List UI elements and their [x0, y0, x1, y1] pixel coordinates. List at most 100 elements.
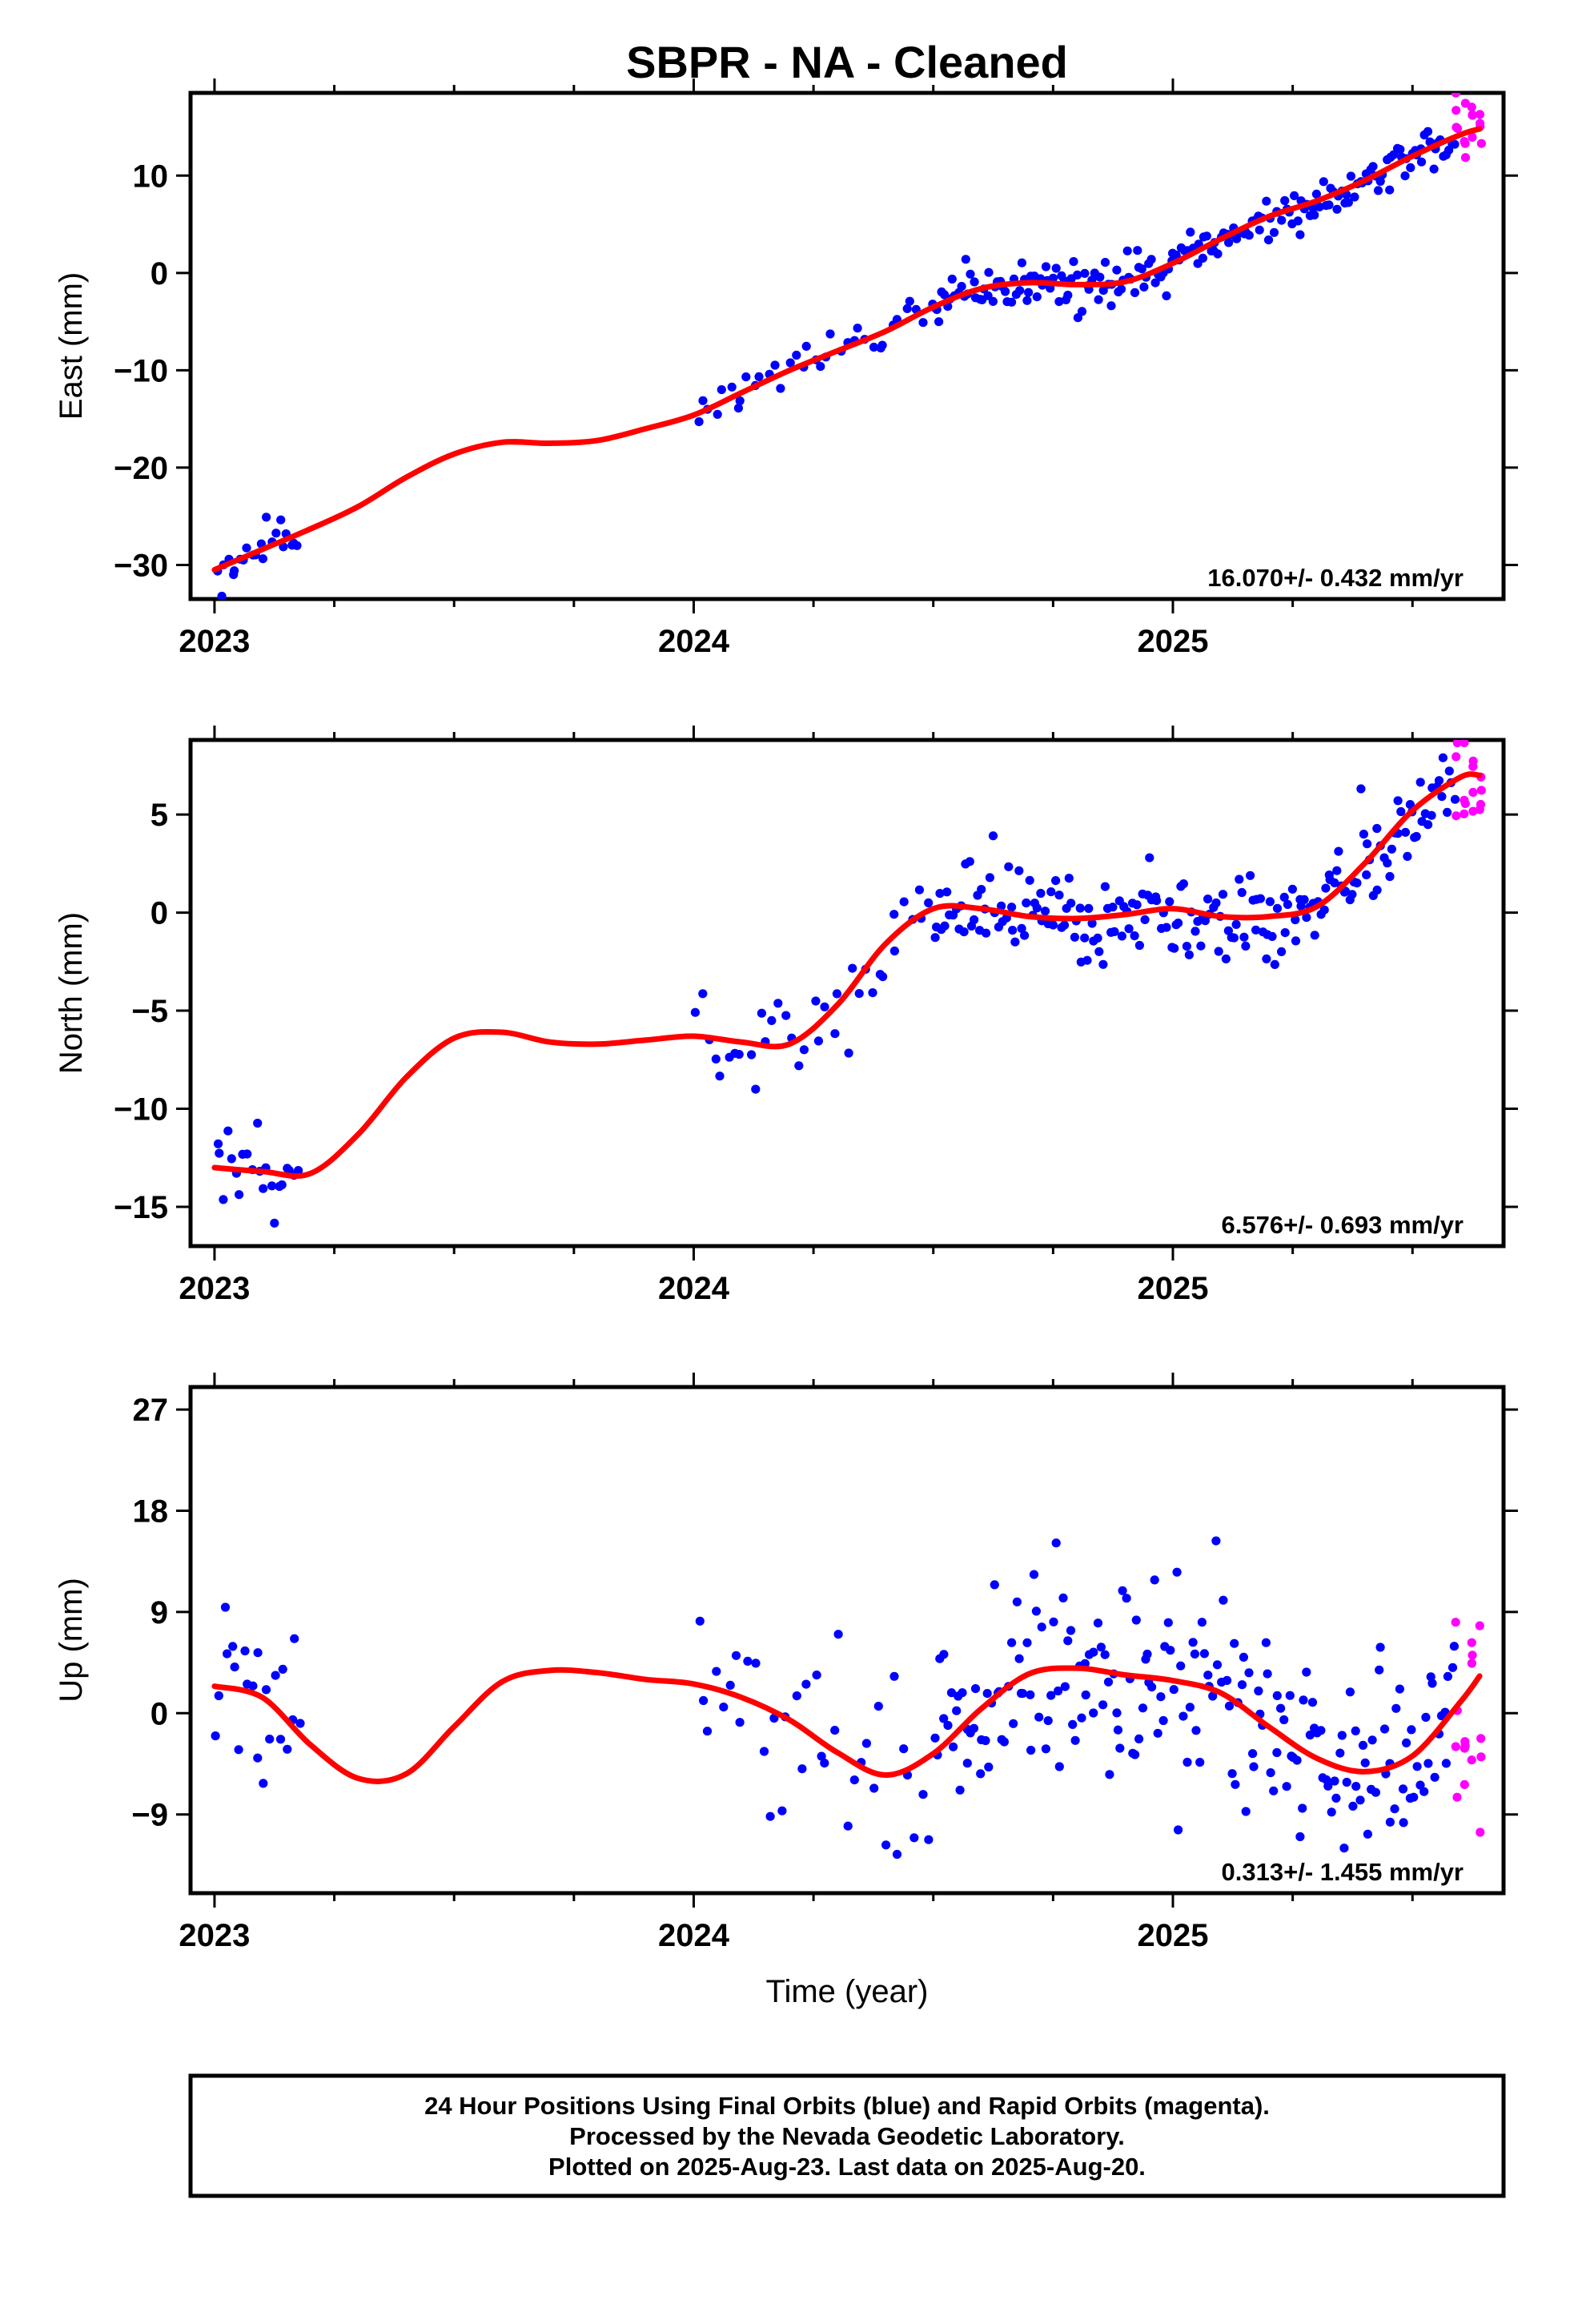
final-orbit-point [248, 1681, 258, 1691]
final-orbit-point [690, 1007, 701, 1017]
final-orbit-point [1064, 874, 1074, 883]
final-orbit-point [1223, 1675, 1232, 1685]
rapid-orbit-point [1451, 1742, 1460, 1751]
final-orbit-point [1295, 230, 1305, 239]
final-orbit-point [820, 1002, 829, 1011]
final-orbit-point [717, 385, 726, 395]
final-orbit-point [713, 409, 722, 419]
final-orbit-point [1292, 1755, 1302, 1765]
final-orbit-point [295, 1719, 305, 1728]
final-orbit-point [1172, 1567, 1182, 1577]
final-orbit-point [1263, 1669, 1272, 1679]
final-orbit-point [1214, 947, 1223, 956]
final-orbit-point [1351, 1782, 1361, 1791]
final-orbit-point [278, 1664, 287, 1674]
final-orbit-point [1108, 903, 1118, 912]
final-orbit-point [1212, 1660, 1223, 1670]
final-orbit-point [868, 988, 877, 998]
final-orbit-point [277, 1180, 287, 1190]
y-tick-label: −5 [131, 994, 168, 1029]
final-orbit-point [1391, 1703, 1401, 1713]
final-orbit-point [1395, 145, 1405, 155]
final-orbit-point [1277, 215, 1287, 225]
final-orbit-point [1165, 897, 1174, 907]
final-orbit-point [1355, 1795, 1365, 1805]
final-orbit-point [813, 1036, 823, 1046]
final-orbit-point [924, 898, 934, 907]
final-orbit-point [1182, 942, 1191, 951]
final-orbit-point [1269, 1786, 1279, 1795]
rapid-orbit-point [1460, 795, 1469, 805]
final-orbit-point [997, 901, 1006, 911]
final-orbit-point [869, 342, 879, 352]
final-orbit-point [878, 972, 888, 982]
model-fit-line [211, 1665, 1483, 1784]
final-orbit-point [1087, 919, 1097, 928]
final-orbit-point [918, 1790, 928, 1799]
rapid-orbit-point [1476, 139, 1486, 148]
rapid-orbit-point [1476, 1752, 1486, 1762]
final-orbit-point [1362, 870, 1371, 879]
final-orbit-point [1130, 931, 1139, 941]
velocity-rate-label: 0.313+/- 1.455 mm/yr [1222, 1858, 1464, 1886]
final-orbit-point [1024, 287, 1034, 297]
final-orbit-point [1224, 1701, 1235, 1711]
final-orbit-point [1246, 870, 1255, 880]
final-orbit-point [1295, 1831, 1305, 1842]
final-orbit-point [242, 543, 251, 553]
final-orbit-point [982, 1689, 992, 1699]
final-orbit-point [1213, 249, 1223, 259]
final-orbit-point [1283, 899, 1292, 909]
final-orbit-point [1015, 286, 1025, 296]
final-orbit-point [905, 296, 914, 306]
y-tick-label: 27 [133, 1393, 169, 1428]
final-orbit-point [1255, 894, 1265, 903]
final-orbit-point [985, 873, 994, 883]
final-orbit-point [1163, 1618, 1173, 1627]
final-orbit-point [217, 591, 227, 599]
final-orbit-point [1049, 1617, 1058, 1626]
final-orbit-point [1051, 876, 1061, 886]
data-points [213, 740, 1486, 1228]
y-tick-label: 10 [133, 159, 169, 194]
final-orbit-point [1438, 753, 1447, 762]
final-orbit-point [1400, 171, 1410, 181]
final-orbit-point [832, 989, 841, 999]
final-orbit-point [1077, 307, 1087, 316]
final-orbit-point [1004, 862, 1014, 871]
final-orbit-point [1014, 1654, 1024, 1663]
final-orbit-point [1089, 1647, 1098, 1657]
final-orbit-point [1081, 1690, 1090, 1700]
final-orbit-point [1427, 1679, 1437, 1688]
final-orbit-point [1017, 258, 1026, 267]
final-orbit-point [877, 340, 887, 350]
final-orbit-point [1332, 204, 1342, 214]
final-orbit-point [223, 1649, 232, 1659]
final-orbit-point [869, 1783, 879, 1793]
final-orbit-point [1093, 1618, 1103, 1628]
final-orbit-point [1152, 896, 1162, 906]
rapid-orbit-point [1468, 762, 1478, 771]
final-orbit-point [1199, 1649, 1209, 1659]
final-orbit-point [1162, 923, 1171, 932]
final-orbit-point [1031, 1606, 1041, 1616]
final-orbit-point [1022, 898, 1031, 908]
final-orbit-point [1142, 1649, 1152, 1659]
final-orbit-point [958, 1688, 967, 1698]
final-orbit-point [1321, 883, 1331, 893]
final-orbit-point [830, 1726, 840, 1735]
final-orbit-point [1203, 1671, 1213, 1680]
final-orbit-point [1311, 189, 1321, 199]
final-orbit-point [230, 1663, 239, 1672]
y-tick-label: 0 [151, 1696, 168, 1731]
final-orbit-point [294, 1166, 303, 1176]
final-orbit-point [792, 1691, 801, 1701]
final-orbit-point [1293, 216, 1303, 226]
final-orbit-point [1319, 177, 1328, 187]
final-orbit-point [1347, 890, 1357, 899]
final-orbit-point [1261, 1638, 1271, 1647]
final-orbit-point [1020, 931, 1030, 940]
final-orbit-point [265, 1735, 275, 1744]
final-orbit-point [1174, 1825, 1183, 1835]
final-orbit-point [1249, 1762, 1259, 1771]
